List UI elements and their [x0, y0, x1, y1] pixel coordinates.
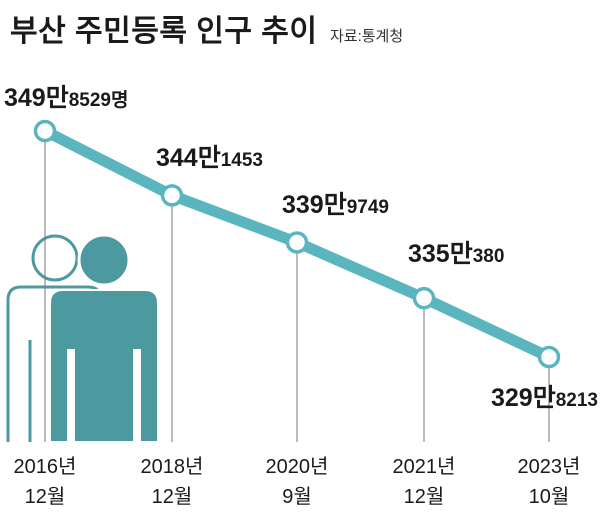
x-tick-year: 2021년: [393, 455, 456, 478]
data-point-4: [537, 345, 561, 369]
x-tick-month: 12월: [152, 485, 193, 508]
data-label-value: 339만: [282, 191, 347, 219]
x-tick-year: 2023년: [518, 455, 581, 478]
data-label-0: 349만8529명: [4, 84, 128, 112]
data-label-remainder: 9749: [347, 197, 389, 218]
x-tick-month: 9월: [282, 485, 312, 508]
person-filled-icon: [49, 233, 159, 443]
data-point-3: [412, 286, 436, 310]
x-tick-month: 10월: [529, 485, 570, 508]
data-label-value: 344만: [156, 144, 221, 172]
data-label-4: 329만8213: [491, 384, 598, 412]
data-label-remainder: 1453: [221, 150, 263, 171]
person-filled-body: [49, 289, 159, 443]
data-point-1: [160, 184, 184, 207]
data-point-2: [285, 231, 309, 254]
data-label-remainder: 8213: [556, 390, 598, 411]
x-tick-2: 2020년 9월: [266, 455, 329, 508]
data-point-0: [33, 119, 57, 143]
data-label-value: 349만: [4, 84, 69, 112]
data-label-remainder: 8529명: [69, 89, 129, 111]
x-tick-3: 2021년 12월: [393, 455, 456, 508]
data-label-3: 335만380: [408, 240, 504, 268]
x-tick-0: 2016년 12월: [14, 455, 77, 508]
data-label-value: 335만: [408, 240, 473, 268]
chart-source: 자료:통계청: [329, 28, 404, 45]
x-tick-year: 2018년: [141, 455, 204, 478]
chart-title: 부산 주민등록 인구 추이: [10, 15, 318, 48]
chart-header: 부산 주민등록 인구 추이 자료:통계청: [10, 6, 403, 50]
gridlines: [44, 131, 550, 442]
x-tick-year: 2020년: [266, 455, 329, 478]
data-points: [33, 119, 561, 369]
data-label-value: 329만: [491, 384, 556, 412]
x-axis-tick-labels: 2016년 12월 2018년 12월 2020년 9월 2021년 12월 2023년 10월: [14, 455, 581, 508]
x-tick-month: 12월: [25, 485, 66, 508]
data-labels: 349만8529명 344만1453 339만9749 335만380 329만8213: [4, 84, 598, 412]
data-label-1: 344만1453: [156, 144, 263, 172]
x-tick-year: 2016년: [14, 455, 77, 478]
x-tick-1: 2018년 12월: [141, 455, 204, 508]
x-tick-month: 12월: [404, 485, 445, 508]
data-label-remainder: 380: [473, 246, 505, 267]
x-tick-4: 2023년 10월: [518, 455, 581, 508]
person-outline-head: [31, 234, 79, 282]
people-icon: [6, 233, 159, 443]
data-label-2: 339만9749: [282, 191, 389, 219]
person-filled-head: [77, 233, 131, 287]
